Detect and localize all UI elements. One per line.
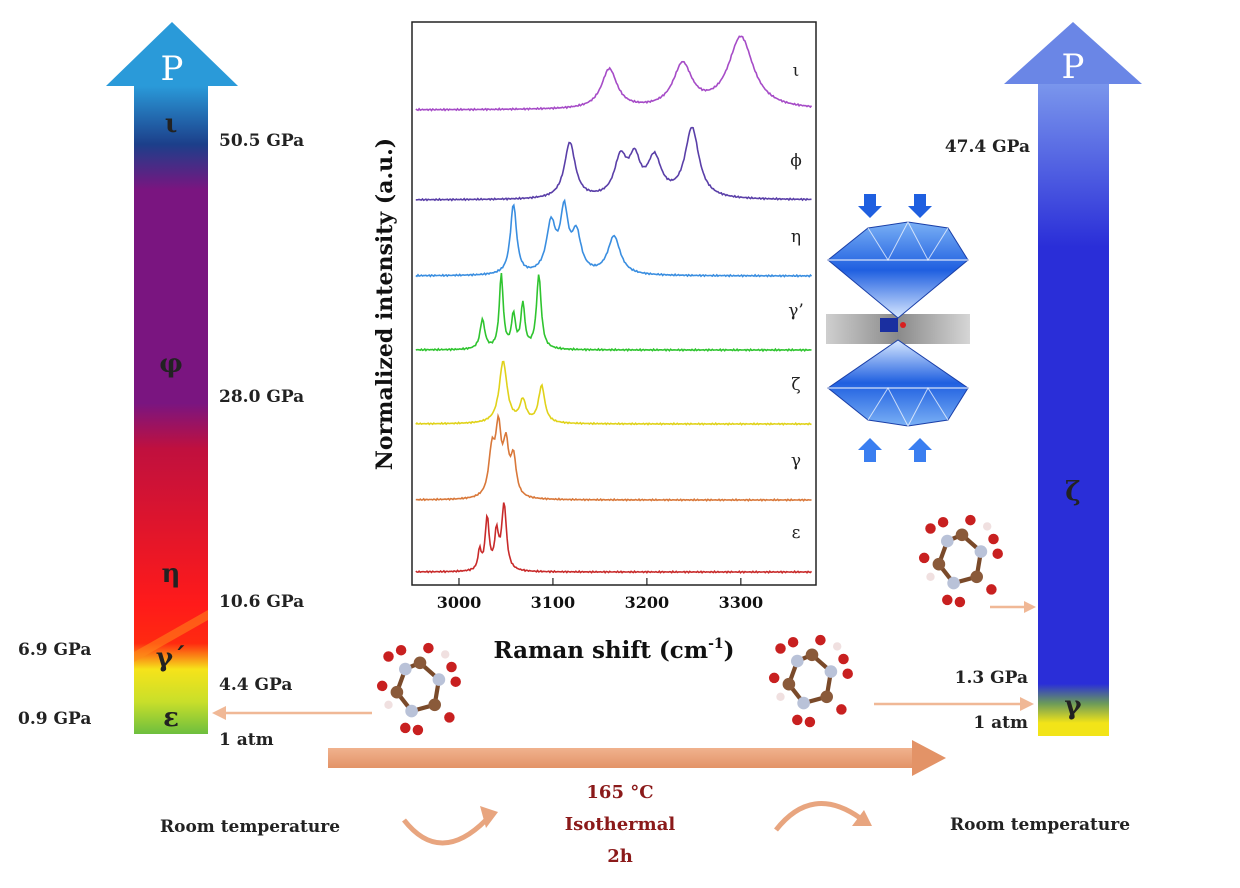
right-pressure-1-3: 1.3 GPa xyxy=(955,668,1028,688)
right-pressure-labels: 47.4 GPa 1.3 GPa 1 atm xyxy=(945,137,1030,733)
trace-label-5: γ xyxy=(791,451,801,471)
molecule-left xyxy=(377,643,461,735)
left-pressure-0-9: 0.9 GPa xyxy=(18,709,91,729)
trace-label-6: ε xyxy=(792,523,801,543)
raman-trace-1 xyxy=(415,126,812,202)
right-pressure-1-atm: 1 atm xyxy=(973,713,1028,733)
left-pressure-arrow: P ι φ η γ΄ ε xyxy=(106,22,238,734)
raman-trace-5 xyxy=(415,412,812,502)
curved-arrow-left xyxy=(402,806,498,846)
compression-arrows xyxy=(858,194,932,462)
right-arrow-top-label: P xyxy=(1062,47,1085,87)
trace-label-3: γ’ xyxy=(788,301,804,321)
left-pressure-28-0: 28.0 GPa xyxy=(219,387,304,407)
x-tick-label-3: 3300 xyxy=(719,593,764,612)
raman-trace-0 xyxy=(415,35,813,112)
raman-trace-4 xyxy=(415,360,812,426)
chart-y-axis-label: Normalized intensity (a.u.) xyxy=(372,138,398,470)
right-arrow-body xyxy=(1038,84,1109,736)
curved-arrow-right xyxy=(774,801,872,832)
condition-isothermal: Isothermal xyxy=(565,814,676,835)
trace-label-1: ϕ xyxy=(790,151,802,171)
left-room-temperature: Room temperature xyxy=(160,817,340,837)
left-pressure-labels: 50.5 GPa 28.0 GPa 10.6 GPa 4.4 GPa 1 atm… xyxy=(18,131,304,750)
right-phase-gamma: γ xyxy=(1064,691,1082,721)
raman-trace-3 xyxy=(415,273,812,353)
chart-frame xyxy=(411,21,817,586)
chart-trace-labels: ι ϕ η γ’ ζ γ ε xyxy=(788,61,804,543)
right-pressure-arrow: P ζ γ xyxy=(1004,22,1142,736)
left-phase-phi: φ xyxy=(159,349,183,379)
diamond-anvil-cell xyxy=(826,194,970,462)
left-pressure-10-6: 10.6 GPa xyxy=(219,592,304,612)
left-pressure-1-atm: 1 atm xyxy=(219,730,274,750)
left-phase-eta: η xyxy=(162,559,181,589)
left-pressure-4-4: 4.4 GPa xyxy=(219,675,292,695)
raman-trace-2 xyxy=(415,198,813,278)
trace-label-4: ζ xyxy=(791,375,800,395)
right-arrow-head xyxy=(1004,22,1142,84)
left-arrow-head xyxy=(106,22,238,86)
connector-arrows xyxy=(212,601,1036,720)
trace-label-0: ι xyxy=(793,61,800,81)
x-tick-label-2: 3200 xyxy=(625,593,670,612)
chart-x-axis-label: Raman shift (cm-1) xyxy=(493,636,734,664)
process-arrow xyxy=(328,740,946,776)
gasket xyxy=(826,314,970,344)
raman-trace-6 xyxy=(415,502,813,575)
x-tick-label-1: 3100 xyxy=(531,593,576,612)
right-phase-zeta: ζ xyxy=(1065,477,1080,507)
trace-label-2: η xyxy=(791,227,801,247)
right-room-temperature: Room temperature xyxy=(950,815,1130,835)
upper-diamond xyxy=(827,220,969,319)
left-pressure-6-9: 6.9 GPa xyxy=(18,640,91,660)
raman-chart: ι ϕ η γ’ ζ γ ε 3000 3100 3200 3300 Normalized int… xyxy=(372,21,817,664)
condition-temperature: 165 °C xyxy=(586,782,653,803)
left-phase-epsilon: ε xyxy=(163,703,179,733)
left-pressure-50-5: 50.5 GPa xyxy=(219,131,304,151)
left-phase-gamma-prime: γ΄ xyxy=(156,643,186,673)
chart-traces xyxy=(415,35,813,575)
molecule-right xyxy=(919,515,1003,607)
molecule-middle xyxy=(769,635,853,727)
right-pressure-47-4: 47.4 GPa xyxy=(945,137,1030,157)
left-arrow-top-label: P xyxy=(161,49,184,89)
left-phase-iota: ι xyxy=(165,109,178,139)
x-tick-label-0: 3000 xyxy=(437,593,482,612)
condition-duration: 2h xyxy=(607,846,633,867)
lower-diamond xyxy=(827,339,969,428)
chart-x-ticks: 3000 3100 3200 3300 xyxy=(437,578,763,612)
